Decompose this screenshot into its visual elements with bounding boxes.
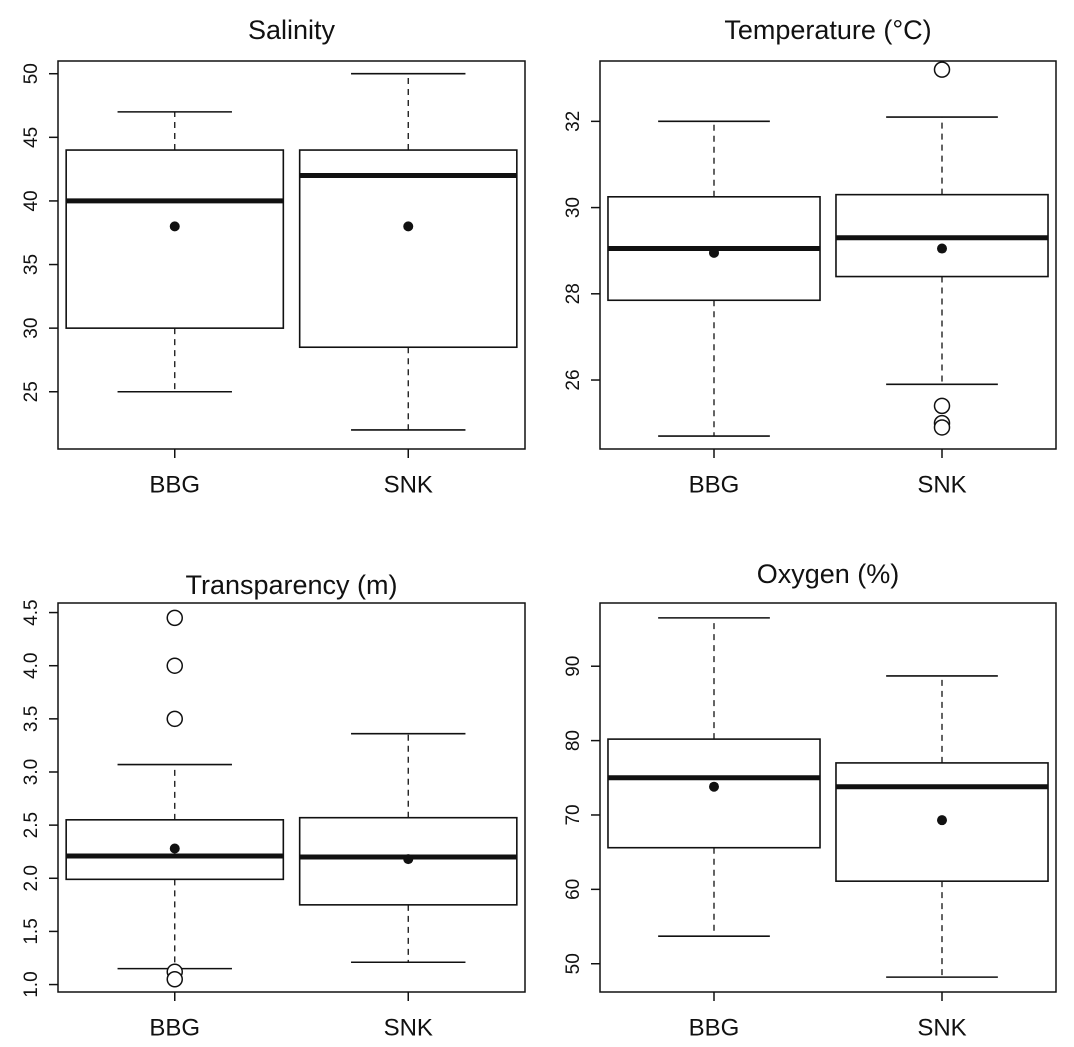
iqr-box <box>607 738 821 849</box>
x-category-label: BBG <box>689 1014 740 1041</box>
y-tick-label: 80 <box>563 730 584 751</box>
mean-point <box>169 221 180 232</box>
panel-title: Temperature (°C) <box>724 15 931 45</box>
iqr-box <box>65 149 285 329</box>
y-tick-label: 28 <box>563 283 584 304</box>
box-bbg <box>65 609 285 988</box>
outlier-point <box>933 397 951 415</box>
mean-point <box>403 854 414 865</box>
plot-frame <box>599 602 1057 993</box>
iqr-box <box>298 149 518 349</box>
box-snk <box>835 61 1049 436</box>
x-category-label: BBG <box>689 471 740 498</box>
x-category-label: SNK <box>384 1014 433 1041</box>
panel-title: Transparency (m) <box>185 570 397 600</box>
plot-frame <box>57 602 526 993</box>
y-tick-label: 60 <box>563 879 584 900</box>
outlier-point <box>933 419 951 436</box>
y-tick-label: 2.5 <box>21 812 42 838</box>
y-tick-label: 50 <box>21 63 42 84</box>
box-snk <box>298 72 518 431</box>
y-tick-label: 35 <box>21 254 42 275</box>
box-snk <box>835 675 1049 978</box>
outlier-point <box>166 710 183 728</box>
x-category-label: BBG <box>149 471 200 498</box>
x-category-label: SNK <box>384 471 433 498</box>
panel-salinity: Salinity 25 30 35 40 45 50 BBG SNK <box>21 15 526 498</box>
y-tick-label: 30 <box>563 197 584 218</box>
y-tick-label: 45 <box>21 127 42 148</box>
y-tick-label: 26 <box>563 369 584 390</box>
plot-frame <box>599 60 1057 450</box>
mean-point <box>403 221 414 232</box>
outlier-point <box>166 657 183 674</box>
y-tick-label: 30 <box>21 318 42 339</box>
box-bbg <box>607 617 821 938</box>
y-tick-label: 32 <box>563 111 584 132</box>
box-bbg <box>65 111 285 393</box>
y-tick-label: 2.0 <box>21 865 42 891</box>
y-tick-label: 1.0 <box>21 971 42 997</box>
mean-point <box>709 247 719 258</box>
mean-point <box>937 815 947 826</box>
panel-title: Salinity <box>248 15 336 45</box>
panel-title: Oxygen (%) <box>757 559 900 589</box>
outlier-point <box>166 970 183 988</box>
x-category-label: SNK <box>917 471 966 498</box>
iqr-box <box>298 816 518 906</box>
y-tick-label: 1.5 <box>21 918 42 944</box>
y-tick-label: 25 <box>21 381 42 402</box>
panel-transparency: Transparency (m) 1.0 1.5 2.0 2.5 3.0 3.5 4.0 4.5… <box>21 570 526 1041</box>
mean-point <box>709 781 719 792</box>
box-bbg <box>607 120 821 437</box>
panel-temperature: Temperature (°C) 26 28 30 32 BBG SNK <box>563 15 1057 498</box>
y-tick-label: 40 <box>21 190 42 211</box>
x-category-label: SNK <box>917 1014 966 1041</box>
box-snk <box>298 732 518 964</box>
y-tick-label: 4.5 <box>21 599 42 625</box>
outlier-point <box>166 609 183 627</box>
y-tick-label: 50 <box>563 953 584 974</box>
y-tick-label: 3.0 <box>21 759 42 785</box>
mean-point <box>169 843 180 854</box>
y-tick-label: 3.5 <box>21 706 42 732</box>
y-tick-label: 4.0 <box>21 652 42 678</box>
outlier-point <box>933 61 951 78</box>
mean-point <box>937 243 947 254</box>
y-tick-label: 90 <box>563 656 584 677</box>
y-tick-label: 70 <box>563 804 584 825</box>
panel-oxygen: Oxygen (%) 50 60 70 80 90 BBG SNK <box>563 559 1057 1041</box>
plot-frame <box>57 60 526 450</box>
x-category-label: BBG <box>149 1014 200 1041</box>
